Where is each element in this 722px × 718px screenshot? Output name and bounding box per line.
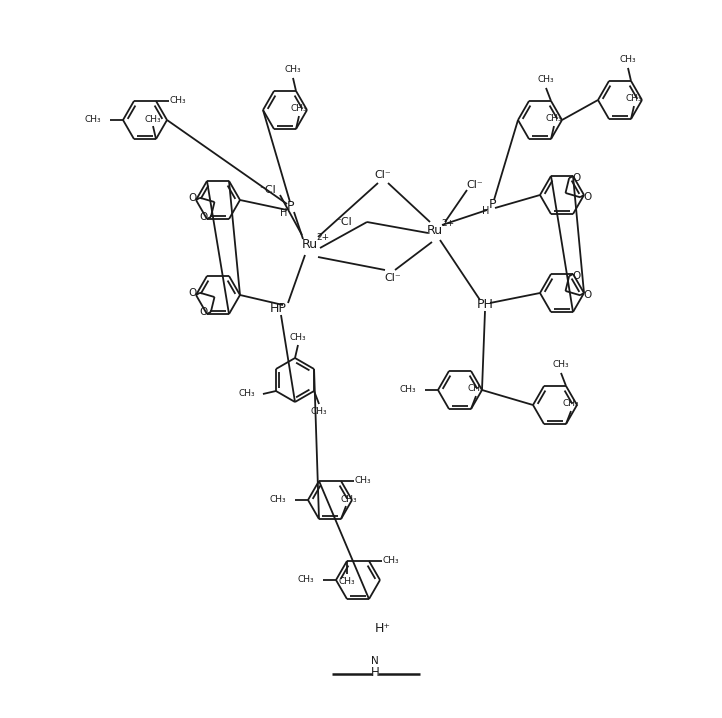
- Text: O: O: [188, 192, 197, 202]
- Text: 2+: 2+: [441, 218, 455, 228]
- Text: CH₃: CH₃: [170, 96, 186, 106]
- Text: O: O: [572, 271, 580, 281]
- Text: Cl⁻: Cl⁻: [385, 273, 401, 283]
- Text: O: O: [583, 192, 591, 202]
- Text: CH₃: CH₃: [562, 398, 579, 408]
- Text: N: N: [371, 656, 379, 666]
- Text: CH₃: CH₃: [341, 495, 357, 503]
- Text: CH₃: CH₃: [144, 115, 161, 123]
- Text: PH: PH: [477, 299, 493, 312]
- Text: P: P: [488, 198, 496, 212]
- Text: H: H: [482, 206, 490, 216]
- Text: H: H: [280, 208, 287, 218]
- Text: Ru: Ru: [302, 238, 318, 251]
- Text: CH₃: CH₃: [290, 332, 306, 342]
- Text: CH₃: CH₃: [552, 360, 570, 370]
- Text: CH₃: CH₃: [355, 477, 371, 485]
- Text: CH₃: CH₃: [626, 93, 643, 103]
- Text: H: H: [370, 666, 379, 679]
- Text: CH₃: CH₃: [297, 576, 314, 584]
- Text: CH₃: CH₃: [383, 556, 399, 566]
- Text: H⁺: H⁺: [375, 622, 391, 635]
- Text: CH₃: CH₃: [84, 116, 101, 124]
- Text: HP: HP: [269, 302, 287, 314]
- Text: P: P: [286, 200, 294, 213]
- Text: ⁻Cl: ⁻Cl: [335, 217, 352, 227]
- Text: CH₃: CH₃: [269, 495, 286, 505]
- Text: O: O: [200, 307, 208, 317]
- Text: CH₃: CH₃: [310, 408, 327, 416]
- Text: CH₃: CH₃: [546, 113, 562, 123]
- Text: CH₃: CH₃: [619, 55, 636, 65]
- Text: 2+: 2+: [316, 233, 329, 243]
- Text: CH₃: CH₃: [339, 577, 355, 587]
- Text: CH₃: CH₃: [468, 383, 484, 393]
- Text: CH₃: CH₃: [284, 65, 301, 75]
- Text: O: O: [200, 212, 208, 222]
- Text: Cl⁻: Cl⁻: [466, 180, 483, 190]
- Text: O: O: [572, 173, 580, 183]
- Text: O: O: [583, 290, 591, 300]
- Text: CH₃: CH₃: [399, 386, 416, 394]
- Text: O: O: [188, 288, 197, 298]
- Text: Ru: Ru: [427, 223, 443, 236]
- Text: ⁻Cl: ⁻Cl: [260, 185, 277, 195]
- Text: Cl⁻: Cl⁻: [375, 170, 391, 180]
- Text: CH₃: CH₃: [291, 103, 308, 113]
- Text: CH₃: CH₃: [238, 389, 255, 398]
- Text: CH₃: CH₃: [538, 75, 554, 85]
